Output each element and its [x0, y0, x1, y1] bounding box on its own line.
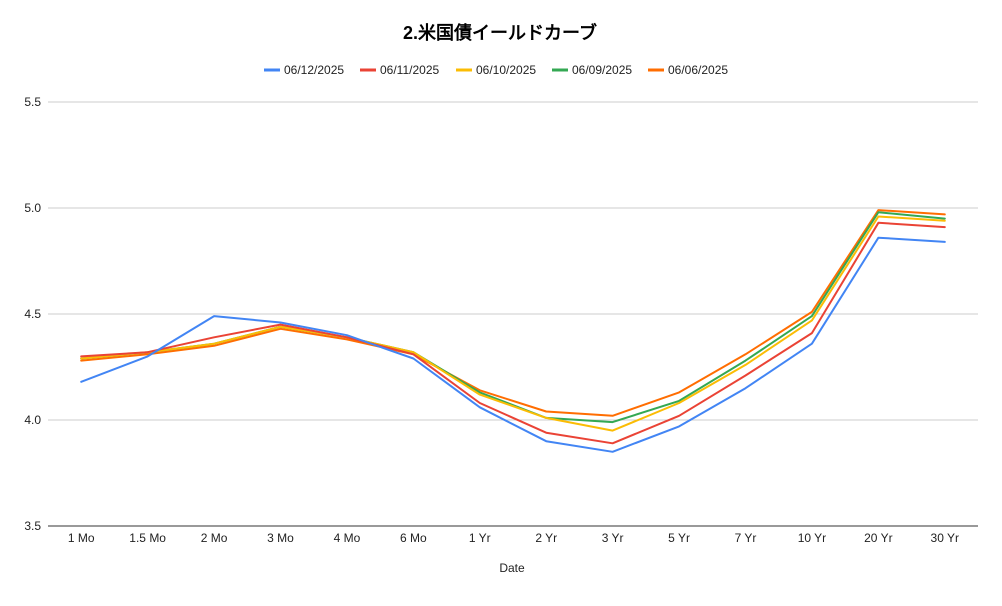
x-tick-label: 1 Mo [68, 531, 95, 545]
y-tick-label: 3.5 [24, 519, 41, 533]
x-tick-label: 6 Mo [400, 531, 427, 545]
series-line-06-10-2025 [80, 215, 946, 432]
x-tick-label: 1 Yr [469, 531, 491, 545]
legend[interactable]: 06/12/2025 06/11/2025 06/10/2025 06/09/2025… [264, 63, 728, 77]
legend-label: 06/09/2025 [572, 63, 632, 77]
legend-item-06-06-2025[interactable]: 06/06/2025 [648, 63, 728, 77]
x-tick-label: 2 Mo [201, 531, 228, 545]
y-tick-label: 4.0 [24, 413, 41, 427]
y-tick-label: 5.0 [24, 201, 41, 215]
x-axis-ticks: 1 Mo 1.5 Mo 2 Mo 3 Mo 4 Mo 6 Mo 1 Yr 2 Yr 3 Yr 5 … [68, 531, 959, 545]
x-tick-label: 20 Yr [864, 531, 892, 545]
legend-label: 06/12/2025 [284, 63, 344, 77]
y-tick-label: 5.5 [24, 95, 41, 109]
legend-item-06-10-2025[interactable]: 06/10/2025 [456, 63, 536, 77]
x-axis-title: Date [499, 561, 525, 575]
y-axis-ticks: 3.5 4.0 4.5 5.0 5.5 [24, 95, 41, 533]
x-tick-label: 2 Yr [535, 531, 557, 545]
legend-label: 06/06/2025 [668, 63, 728, 77]
y-tick-label: 4.5 [24, 307, 41, 321]
series-line-06-06-2025 [80, 209, 946, 417]
x-tick-label: 3 Mo [267, 531, 294, 545]
x-tick-label: 10 Yr [798, 531, 826, 545]
legend-item-06-12-2025[interactable]: 06/12/2025 [264, 63, 344, 77]
legend-label: 06/10/2025 [476, 63, 536, 77]
x-tick-label: 5 Yr [668, 531, 690, 545]
x-tick-label: 4 Mo [334, 531, 361, 545]
legend-label: 06/11/2025 [380, 63, 439, 77]
x-tick-label: 30 Yr [931, 531, 959, 545]
series-line-06-11-2025 [80, 221, 946, 445]
legend-item-06-09-2025[interactable]: 06/09/2025 [552, 63, 632, 77]
legend-item-06-11-2025[interactable]: 06/11/2025 [360, 63, 439, 77]
series-line-06-12-2025 [80, 236, 946, 453]
x-tick-label: 7 Yr [735, 531, 757, 545]
gridlines [48, 101, 978, 527]
chart-title: 2.米国債イールドカーブ [403, 22, 597, 43]
x-tick-label: 3 Yr [602, 531, 624, 545]
x-tick-label: 1.5 Mo [129, 531, 166, 545]
series-lines [80, 209, 946, 453]
